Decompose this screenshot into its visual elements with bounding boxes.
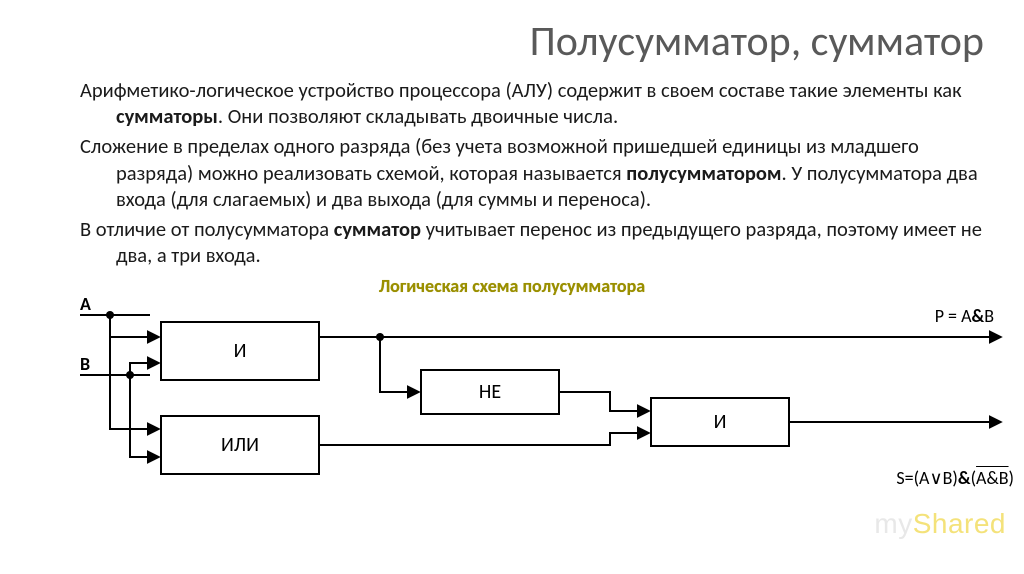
output-s-label: S=(A∨B)&(A&B) [896, 467, 1014, 489]
para3-bold: сумматор [334, 216, 421, 242]
paragraph-1: Арифметико-логическое устройство процесс… [36, 75, 1024, 131]
gate-and-2: И [650, 397, 790, 447]
para3-pre: В отличие от полусумматора [80, 216, 334, 242]
gate-and-1: И [160, 321, 320, 381]
watermark: myShared [874, 508, 1006, 540]
paragraph-3: В отличие от полусумматора сумматор учит… [36, 214, 1024, 270]
node-a [106, 311, 114, 319]
s-or: ∨ [929, 467, 942, 489]
paragraph-2: Сложение в пределах одного разряда (без … [36, 131, 1024, 214]
diagram-title: Логическая схема полусумматора [0, 275, 1024, 297]
logic-diagram: A B И ИЛИ НЕ И P = A&B S=(A∨B)&(A&B) [0, 297, 1024, 497]
node-and1-branch [376, 333, 384, 341]
gate-or: ИЛИ [160, 415, 320, 475]
slide-title: Полусумматор, сумматор [0, 0, 1024, 75]
p-post: B [984, 305, 994, 327]
para2-bold: полусумматором [626, 160, 781, 186]
watermark-pre: my [874, 508, 912, 539]
watermark-accent: Shared [913, 508, 1006, 539]
para1-pre: Арифметико-логическое устройство процесс… [80, 77, 962, 103]
s-overline: A&B [976, 467, 1008, 489]
s-pre: S=(A [896, 467, 929, 489]
input-label-a: A [80, 293, 91, 315]
input-label-b: B [80, 353, 90, 375]
s-mid: B) [943, 467, 958, 489]
s-amp: & [958, 467, 971, 489]
node-b [126, 371, 134, 379]
s-rpar: ) [1009, 467, 1014, 489]
output-p-label: P = A&B [935, 305, 994, 327]
p-amp: & [972, 305, 985, 327]
para1-post: . Они позволяют складывать двоичные числ… [218, 103, 618, 129]
gate-not: НЕ [420, 369, 560, 415]
p-pre: P = A [935, 305, 972, 327]
para1-bold: сумматоры [116, 103, 218, 129]
